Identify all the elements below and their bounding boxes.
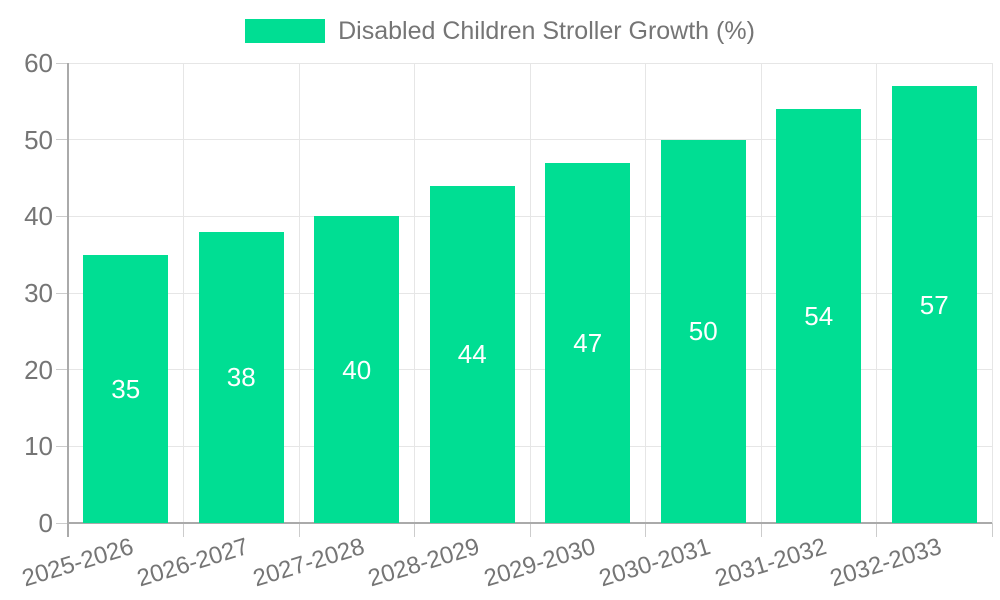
y-axis-label: 60 (24, 48, 53, 78)
y-axis-label: 10 (24, 431, 53, 462)
bar[interactable] (429, 185, 515, 523)
x-gridline (183, 63, 184, 523)
legend-swatch-icon (245, 19, 326, 43)
y-tick (56, 445, 68, 447)
bar[interactable] (660, 139, 746, 523)
x-axis-label: 2032-2033 (827, 533, 946, 593)
y-tick (56, 292, 68, 294)
bar[interactable] (776, 109, 862, 523)
bar[interactable] (198, 231, 284, 523)
bar[interactable] (83, 254, 169, 523)
bar-value-label: 35 (111, 373, 141, 404)
x-axis-label: 2031-2032 (711, 533, 830, 593)
bar-value-label: 57 (919, 289, 949, 320)
y-axis-label: 30 (24, 278, 53, 308)
x-axis-label: 2027-2028 (249, 533, 368, 593)
y-tick (56, 369, 68, 371)
bar-value-label: 47 (573, 327, 603, 358)
x-axis-line (67, 522, 992, 524)
x-gridline (414, 63, 415, 523)
x-gridline (645, 63, 646, 523)
bar-value-label: 50 (688, 316, 718, 347)
legend-item[interactable]: Disabled Children Stroller Growth (%) (0, 17, 1000, 45)
y-axis-line (67, 63, 69, 537)
x-tick (876, 523, 877, 537)
y-tick (56, 522, 68, 524)
x-gridline (298, 63, 300, 523)
bar-value-label: 54 (804, 301, 834, 331)
x-tick (760, 523, 762, 537)
bar-value-label: 40 (342, 354, 372, 385)
x-tick (183, 523, 184, 537)
x-axis-label: 2030-2031 (596, 533, 715, 593)
y-axis-label: 50 (24, 124, 53, 155)
x-gridline (529, 63, 531, 523)
y-tick (56, 215, 68, 217)
y-axis-label: 20 (24, 354, 53, 385)
bar[interactable] (545, 162, 631, 523)
legend-label: Disabled Children Stroller Growth (%) (338, 17, 755, 45)
y-axis-label: 40 (24, 201, 53, 232)
bar[interactable] (891, 86, 977, 523)
bar-value-label: 44 (457, 339, 487, 370)
x-axis-label: 2026-2027 (134, 533, 253, 593)
y-tick (56, 62, 68, 64)
x-axis-label: 2025-2026 (18, 533, 137, 593)
x-axis-label: 2029-2030 (480, 533, 599, 593)
x-tick (991, 523, 993, 537)
bar-value-label: 38 (226, 362, 256, 393)
y-axis-label: 0 (38, 508, 53, 538)
x-tick (645, 523, 646, 537)
y-tick (56, 139, 68, 141)
x-gridline (876, 63, 877, 523)
x-gridline (991, 63, 993, 523)
x-tick (414, 523, 415, 537)
x-tick (298, 523, 300, 537)
x-axis-label: 2028-2029 (365, 533, 484, 593)
x-tick (529, 523, 531, 537)
bar[interactable] (314, 216, 400, 523)
x-gridline (760, 63, 762, 523)
